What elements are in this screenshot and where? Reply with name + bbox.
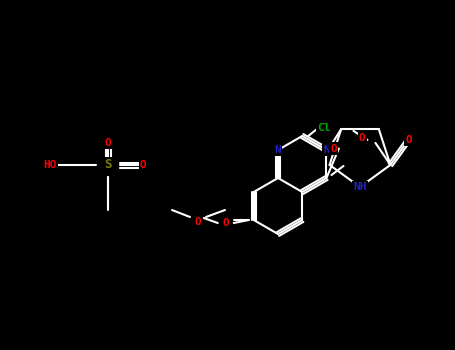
Text: S: S (104, 159, 112, 172)
Text: NH: NH (353, 182, 367, 192)
Text: O: O (195, 217, 202, 227)
Text: O: O (405, 135, 412, 145)
Text: Cl: Cl (318, 123, 331, 133)
Text: O: O (330, 144, 337, 154)
Text: O: O (105, 138, 111, 148)
Text: O: O (222, 218, 229, 228)
Text: O: O (140, 160, 147, 170)
Text: HO: HO (43, 160, 57, 170)
Text: N: N (275, 145, 281, 155)
Text: O: O (359, 133, 365, 143)
Text: N: N (323, 145, 330, 155)
